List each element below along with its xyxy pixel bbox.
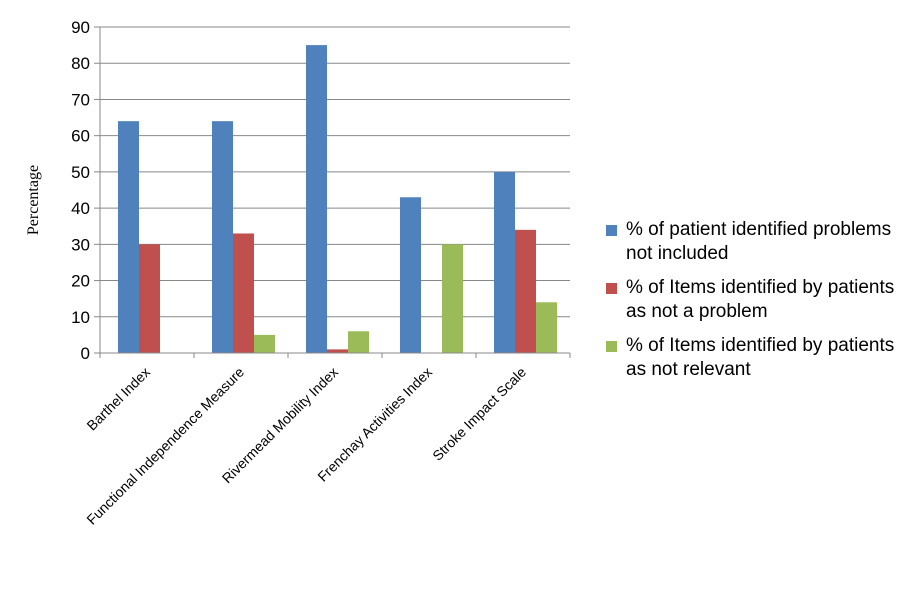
legend-label: % of Items identified by patients as not… [626, 335, 895, 380]
bar [400, 197, 421, 353]
bar [306, 45, 327, 353]
x-tick-label: Barthel Index [83, 364, 153, 434]
y-tick-label: 20 [71, 272, 90, 291]
bar [515, 229, 536, 353]
bar [212, 121, 233, 353]
y-tick-label: 50 [71, 163, 90, 182]
bars [118, 45, 557, 353]
gridlines [100, 26, 570, 354]
legend-swatch [606, 341, 617, 352]
y-tick-label: 30 [71, 235, 90, 254]
axes [94, 26, 571, 358]
bar [442, 244, 463, 353]
bar [494, 171, 515, 353]
bar [348, 331, 369, 353]
legend-item: % of Items identified by patients as not… [606, 276, 906, 324]
legend-swatch [606, 225, 617, 236]
legend-swatch [606, 283, 617, 294]
y-tick-label: 80 [71, 54, 90, 73]
bar [233, 233, 254, 353]
bar [536, 302, 557, 353]
x-tick-label: Stroke Impact Scale [429, 364, 529, 464]
legend-label: % of Items identified by patients as not… [626, 277, 895, 322]
y-axis-label: Percentage [25, 165, 42, 235]
y-tick-label: 70 [71, 90, 90, 109]
bar [254, 334, 275, 353]
y-tick-label: 90 [71, 18, 90, 37]
y-tick-label: 60 [71, 127, 90, 146]
y-tick-label: 40 [71, 199, 90, 218]
legend-item: % of patient identified problems not inc… [606, 218, 906, 266]
y-tick-label: 0 [81, 344, 90, 363]
y-tick-label: 10 [71, 308, 90, 327]
legend: % of patient identified problems not inc… [606, 218, 906, 392]
x-tick-label: Functional Independence Measure [83, 364, 247, 528]
bar [139, 244, 160, 353]
legend-label: % of patient identified problems not inc… [626, 219, 892, 264]
legend-item: % of Items identified by patients as not… [606, 334, 906, 382]
bar [327, 349, 348, 353]
bar [118, 121, 139, 353]
